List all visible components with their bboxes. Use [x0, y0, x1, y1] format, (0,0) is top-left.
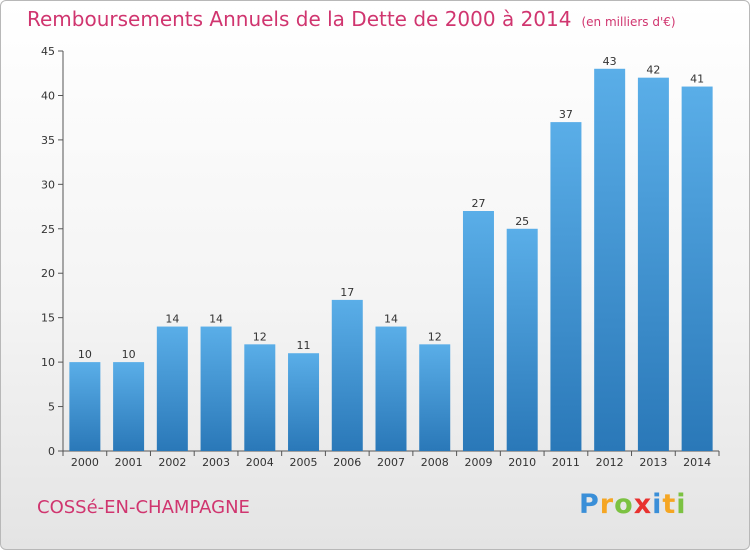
logo-letter: x [633, 489, 653, 520]
x-tick-label: 2007 [377, 456, 405, 469]
bar-value-label: 14 [165, 313, 179, 326]
bar [113, 362, 145, 451]
bar [288, 353, 320, 451]
bar [419, 344, 451, 451]
y-tick-label: 25 [41, 223, 55, 236]
bar-value-label: 27 [471, 197, 485, 210]
proxiti-logo: Proxiti [579, 489, 687, 520]
bar-value-label: 42 [646, 64, 660, 77]
y-tick-label: 40 [41, 89, 55, 102]
x-tick-label: 2010 [508, 456, 536, 469]
x-tick-label: 2005 [290, 456, 318, 469]
x-tick-label: 2012 [596, 456, 624, 469]
y-tick-label: 15 [41, 312, 55, 325]
logo-letter: o [614, 489, 634, 520]
x-tick-label: 2001 [115, 456, 143, 469]
logo-letter: i [676, 489, 687, 520]
x-tick-label: 2008 [421, 456, 449, 469]
logo-letter: r [599, 489, 615, 520]
bar-value-label: 14 [384, 313, 398, 326]
x-tick-label: 2000 [71, 456, 99, 469]
bars [69, 68, 713, 452]
logo-letter: i [652, 489, 663, 520]
chart-title-text: Remboursements Annuels de la Dette de 20… [27, 7, 572, 31]
bar-value-label: 17 [340, 286, 354, 299]
bar [200, 326, 232, 451]
y-axis: 0 5 10 15 20 25 30 35 40 45 [41, 45, 64, 458]
bar [462, 211, 494, 451]
x-tick-label: 2003 [202, 456, 230, 469]
y-tick-label: 0 [48, 445, 55, 458]
bar-value-label: 37 [559, 108, 573, 121]
bar-value-label: 10 [122, 348, 136, 361]
bar [331, 299, 363, 451]
y-tick-label: 35 [41, 134, 55, 147]
bar-value-label: 14 [209, 313, 223, 326]
logo-letter: P [579, 489, 600, 520]
bar [506, 228, 538, 451]
bar-value-label: 11 [297, 339, 311, 352]
commune-name: COSSé-EN-CHAMPAGNE [37, 497, 250, 518]
x-tick-label: 2011 [552, 456, 580, 469]
bar [156, 326, 188, 451]
y-tick-label: 30 [41, 178, 55, 191]
bar-value-label: 25 [515, 215, 529, 228]
bar [594, 68, 626, 452]
x-tick-label: 2013 [639, 456, 667, 469]
bar [681, 86, 713, 452]
x-tick-label: 2002 [158, 456, 186, 469]
bar [550, 122, 582, 451]
bar [69, 362, 101, 451]
y-tick-label: 45 [41, 45, 55, 58]
y-tick-label: 5 [48, 401, 55, 414]
x-axis: 2000 2001 2002 2003 2004 2005 2006 2007 2008 2009… [62, 450, 720, 469]
chart-title: Remboursements Annuels de la Dette de 20… [27, 7, 676, 31]
logo-letter: t [662, 489, 677, 520]
chart-unit: (en milliers d'€) [581, 15, 676, 29]
x-tick-label: 2014 [683, 456, 711, 469]
bar-value-label: 12 [428, 330, 442, 343]
bar [637, 77, 669, 452]
bar [375, 326, 407, 451]
x-tick-label: 2004 [246, 456, 274, 469]
y-tick-label: 10 [41, 356, 55, 369]
bar-value-label: 43 [603, 55, 617, 68]
x-tick-label: 2009 [464, 456, 492, 469]
bar-value-label: 12 [253, 330, 267, 343]
y-tick-label: 20 [41, 267, 55, 280]
bar-value-label: 10 [78, 348, 92, 361]
bar-value-label: 41 [690, 73, 704, 86]
x-tick-label: 2006 [333, 456, 361, 469]
data-labels: 10 10 14 14 12 11 17 14 12 27 25 37 43 42 41 [78, 55, 704, 361]
bar [244, 344, 276, 451]
